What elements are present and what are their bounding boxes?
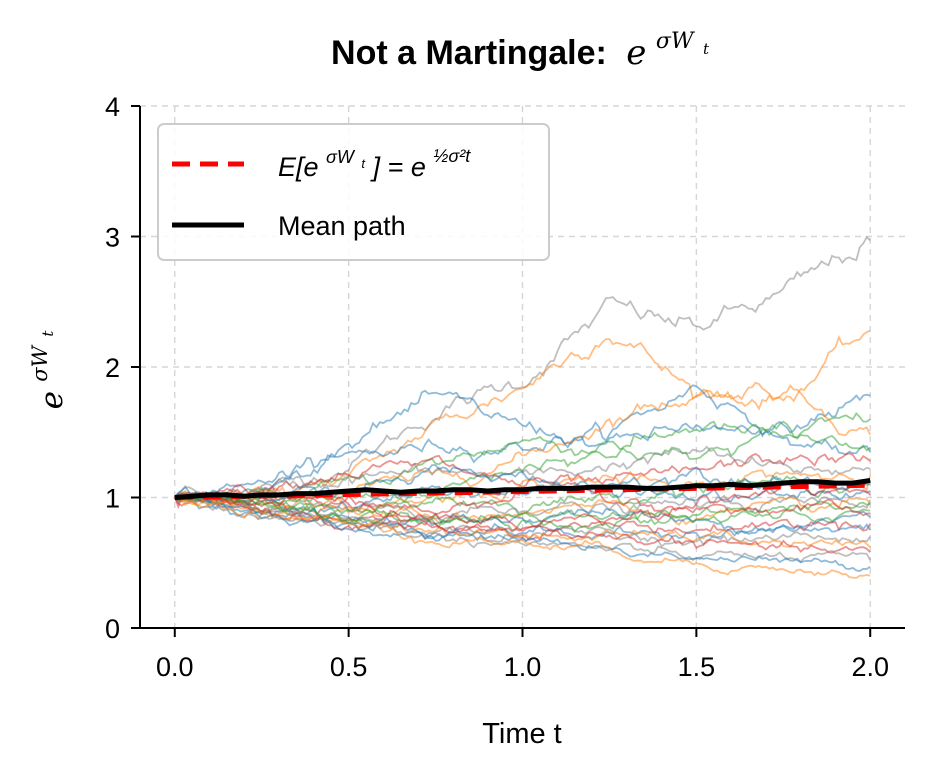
legend-expected-exp: ½σ²t (433, 146, 471, 166)
sample-path (174, 495, 871, 541)
x-axis-label: Time t (482, 718, 561, 750)
y-axis-label-sup: σW (28, 343, 52, 381)
chart-title-math-sub: t (703, 40, 710, 58)
sample-path (174, 495, 871, 540)
legend-expected-sub: t (361, 156, 366, 171)
y-tick-label: 4 (105, 92, 120, 122)
legend-label-mean: Mean path (278, 211, 406, 241)
legend-label-expected: E[e σW t ] = e ½σ²t (278, 139, 471, 182)
x-tick-label: 1.5 (678, 652, 716, 682)
mean-path-layer (174, 478, 871, 500)
y-axis-label: e σW t (20, 330, 70, 410)
y-tick-label: 0 (105, 614, 120, 644)
legend-expected-eq: ] = e (370, 152, 426, 182)
chart-title: Not a Martingale: e σW t (331, 18, 710, 73)
x-tick-label: 0.5 (330, 652, 368, 682)
sample-path (174, 494, 871, 534)
chart-title-math-base: e (626, 33, 646, 73)
sample-path (174, 469, 872, 516)
y-tick-label: 3 (105, 223, 120, 253)
sample-path (174, 389, 871, 504)
y-axis-label-sub: t (39, 330, 57, 337)
legend-expected-e: E[e (278, 152, 319, 182)
chart-title-math-sup: σW (656, 29, 696, 54)
mean-path-line (174, 478, 871, 500)
x-tick-label: 2.0 (851, 652, 889, 682)
sample-path (174, 487, 871, 533)
legend-expected-sup: σW (326, 147, 356, 167)
sample-path (174, 491, 871, 572)
x-tick-label: 0.0 (156, 652, 194, 682)
axes-layer: 0.0 0.5 1.0 1.5 2.0 0 1 2 3 4 (105, 92, 905, 682)
x-tick-label: 1.0 (504, 652, 542, 682)
y-tick-label: 2 (105, 353, 120, 383)
y-tick-label: 1 (105, 484, 120, 514)
legend: E[e σW t ] = e ½σ²t Mean path (157, 123, 550, 261)
chart-title-text: Not a Martingale: (331, 34, 607, 72)
sample-path (174, 495, 871, 527)
sample-path (174, 496, 871, 579)
sample-path (174, 496, 871, 563)
legend-frame (157, 123, 550, 261)
y-axis-label-base: e (34, 391, 70, 409)
